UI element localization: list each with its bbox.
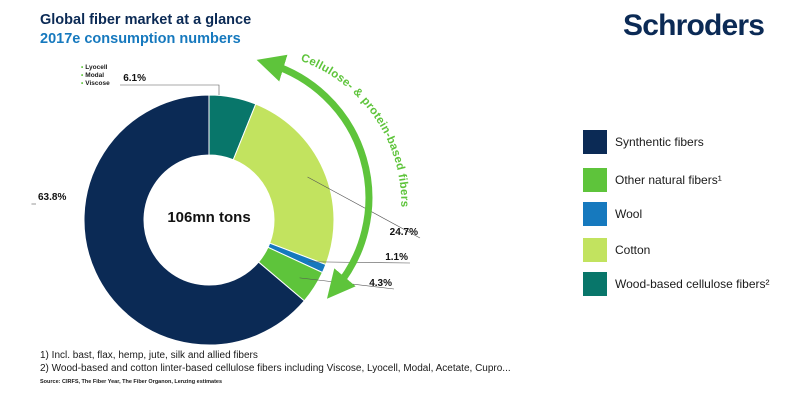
slice-cotton [232,103,335,266]
data-label: 24.7% [390,227,418,238]
footnote-2: 2) Wood-based and cotton linter-based ce… [40,363,511,374]
cellulose-protein-arrow [256,54,373,299]
legend-label: Wood-based cellulose fibers² [615,277,770,291]
legend-item-wood-based: Wood-based cellulose fibers² [583,272,770,296]
legend-label: Other natural fibers¹ [615,173,722,187]
subtype-lyocell: • Lyocell [81,64,108,71]
legend-item-wool: Wool [583,202,642,226]
legend-swatch [583,168,607,192]
source-note: Source: CIRFS, The Fiber Year, The Fiber… [40,379,223,385]
chart-subtitle: 2017e consumption numbers [40,31,241,47]
data-label: 6.1% [123,73,146,84]
legend-label: Synthentic fibers [615,135,704,149]
legend-item-cotton: Cotton [583,238,650,262]
legend-swatch [583,272,607,296]
center-label: 106mn tons [167,209,250,226]
data-labels: 6.1% 24.7% 1.1% 4.3% 63.8% [38,73,418,289]
subtype-modal: • Modal [81,72,105,79]
legend-swatch [583,238,607,262]
data-label: 1.1% [385,252,408,263]
footnotes: 1) Incl. bast, flax, hemp, jute, silk an… [40,349,511,389]
subtype-viscose: • Viscose [81,80,110,87]
data-label: 63.8% [38,192,66,203]
legend-swatch [583,202,607,226]
legend-label: Wool [615,207,643,221]
data-label: 4.3% [369,278,392,289]
leader-line [120,84,220,95]
chart-title: Global fiber market at a glance [40,12,252,28]
legend-item-synthetic: Synthentic fibers [583,130,704,154]
wood-based-subtype-list: • Lyocell • Modal • Viscose [81,64,110,88]
legend-item-other-natural: Other natural fibers¹ [583,168,722,192]
slice-synthentic-fibers [83,94,306,346]
schroders-logo: Schroders [623,9,765,42]
legend-swatch [583,130,607,154]
legend-label: Cotton [615,243,651,257]
footnote-1: 1) Incl. bast, flax, hemp, jute, silk an… [40,350,258,361]
